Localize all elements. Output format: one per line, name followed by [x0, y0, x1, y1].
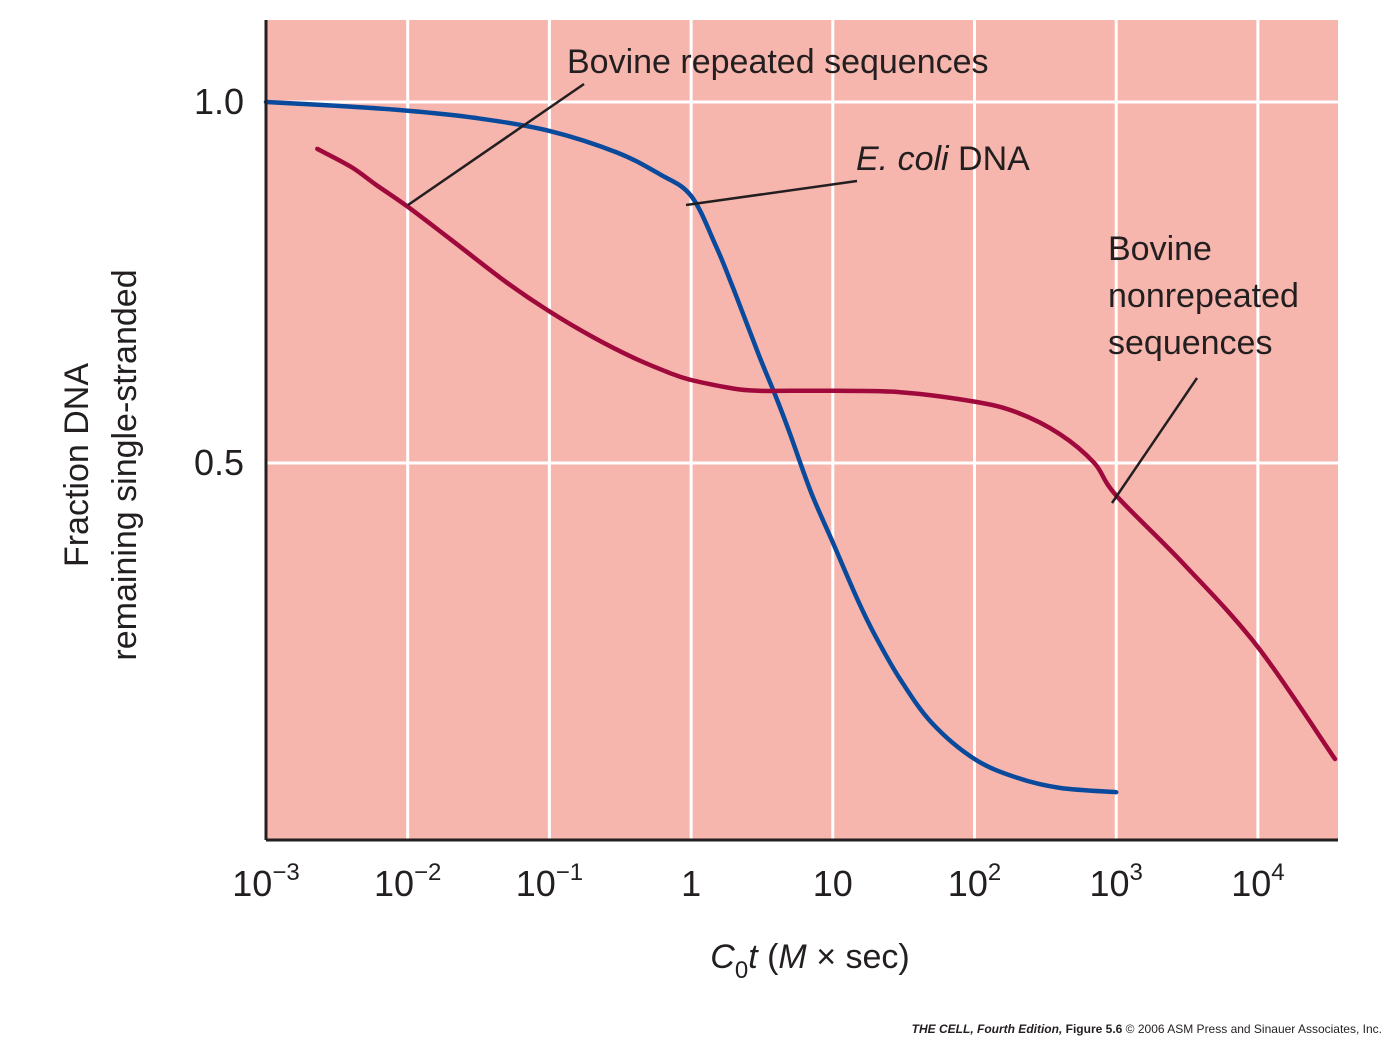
- x-tick-base: 10: [948, 863, 988, 904]
- figure-credit: THE CELL, Fourth Edition, Figure 5.6 © 2…: [0, 1022, 1382, 1036]
- x-axis-title-open: (: [758, 938, 779, 976]
- x-tick-label: 10−1: [516, 859, 583, 904]
- x-axis-title-t: t: [748, 938, 759, 976]
- x-tick-base: 10: [374, 863, 414, 904]
- x-tick-base: 10: [1089, 863, 1129, 904]
- leader-bovine-repeated: [407, 82, 585, 207]
- annotation-bovine-nonrepeated-line1: Bovine: [1108, 230, 1212, 268]
- credit-figure: Figure 5.6: [1062, 1022, 1123, 1036]
- x-tick-label: 102: [948, 859, 1001, 904]
- x-tick-exponent: 4: [1271, 859, 1284, 886]
- y-tick-labels: 0.5 1.0: [194, 81, 244, 483]
- x-tick-base: 10: [813, 863, 853, 904]
- credit-copyright: © 2006 ASM Press and Sinauer Associates,…: [1122, 1022, 1382, 1036]
- axes: [264, 20, 1338, 842]
- x-axis-title-c: C: [710, 938, 735, 976]
- annotation-ecoli-italic: E. coli: [856, 140, 950, 178]
- x-tick-base: 1: [681, 863, 701, 904]
- x-tick-label: 10−2: [374, 859, 441, 904]
- x-axis-title-m: M: [778, 938, 807, 976]
- y-axis-title: Fraction DNA remaining single-stranded: [58, 269, 144, 660]
- x-tick-label: 10: [813, 863, 853, 904]
- x-tick-label: 10−3: [232, 859, 299, 904]
- x-tick-exponent: 3: [1130, 859, 1143, 886]
- annotation-bovine-nonrepeated-line2: nonrepeated: [1108, 277, 1299, 315]
- y-axis-title-line2: remaining single-stranded: [106, 269, 144, 660]
- annotation-ecoli: E. coli DNA: [856, 140, 1030, 178]
- y-axis-title-line1: Fraction DNA: [58, 363, 96, 567]
- x-tick-base: 10: [1231, 863, 1271, 904]
- x-axis-title-sub: 0: [735, 957, 748, 984]
- y-tick-label: 1.0: [194, 81, 244, 122]
- x-tick-label: 104: [1231, 859, 1284, 904]
- credit-title: THE CELL, Fourth Edition,: [911, 1022, 1063, 1036]
- x-tick-label: 1: [681, 863, 701, 904]
- series-layer: [263, 99, 1338, 795]
- x-tick-exponent: −3: [272, 859, 299, 886]
- x-tick-labels: 10−3 10−2 10−1 1 10 102 103 104: [232, 859, 1284, 904]
- grid: [266, 20, 1338, 840]
- annotation-bovine-nonrepeated-line3: sequences: [1108, 324, 1272, 362]
- leader-ecoli: [685, 179, 858, 207]
- annotation-bovine-repeated: Bovine repeated sequences: [567, 43, 989, 81]
- x-tick-base: 10: [232, 863, 272, 904]
- x-tick-exponent: −1: [556, 859, 583, 886]
- x-tick-label: 103: [1089, 859, 1142, 904]
- x-axis-title-rest: × sec): [807, 938, 910, 976]
- series-line-bovine: [315, 146, 1338, 762]
- annotation-ecoli-rest: DNA: [949, 140, 1031, 178]
- leader-bovine-nonrepeated: [1110, 377, 1199, 504]
- series-line-ecoli: [263, 99, 1119, 795]
- x-tick-exponent: −2: [414, 859, 441, 886]
- x-axis-title: C0t (M × sec): [710, 938, 909, 984]
- x-tick-exponent: 2: [988, 859, 1001, 886]
- y-tick-label: 0.5: [194, 442, 244, 483]
- plot-area: [266, 20, 1338, 840]
- annotation-leaders: [407, 82, 1199, 504]
- x-tick-base: 10: [516, 863, 556, 904]
